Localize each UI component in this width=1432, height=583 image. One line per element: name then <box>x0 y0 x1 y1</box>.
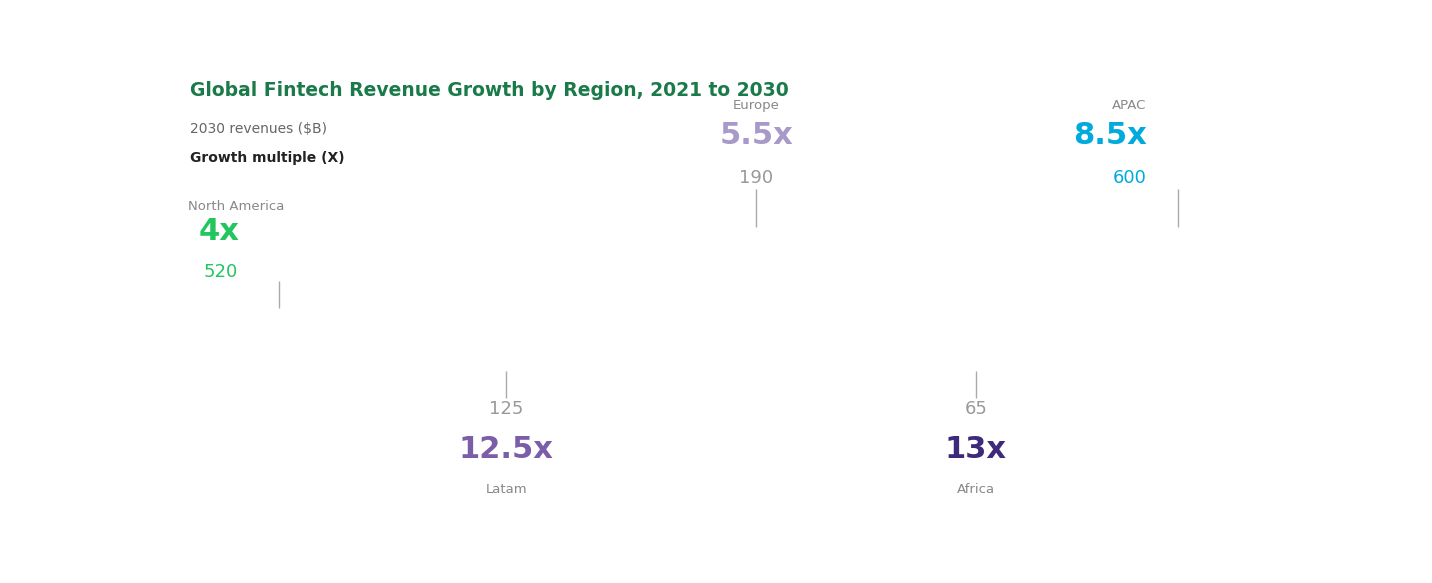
Text: Africa: Africa <box>957 483 995 496</box>
Text: North America: North America <box>188 201 285 213</box>
Text: 125: 125 <box>490 400 524 418</box>
Text: 8.5x: 8.5x <box>1073 121 1147 150</box>
Text: 520: 520 <box>203 263 238 281</box>
Text: Global Fintech Revenue Growth by Region, 2021 to 2030: Global Fintech Revenue Growth by Region,… <box>190 81 789 100</box>
Text: 2030 revenues ($B): 2030 revenues ($B) <box>190 122 326 136</box>
Text: Growth multiple (X): Growth multiple (X) <box>190 151 345 165</box>
Text: 13x: 13x <box>945 435 1007 464</box>
Text: Latam: Latam <box>485 483 527 496</box>
Text: 4x: 4x <box>199 217 239 246</box>
Text: Europe: Europe <box>733 99 779 113</box>
Text: 600: 600 <box>1113 168 1147 187</box>
Text: 12.5x: 12.5x <box>458 435 554 464</box>
Text: 190: 190 <box>739 168 773 187</box>
Text: 65: 65 <box>964 400 987 418</box>
Text: APAC: APAC <box>1113 99 1147 113</box>
Text: 5.5x: 5.5x <box>719 121 793 150</box>
